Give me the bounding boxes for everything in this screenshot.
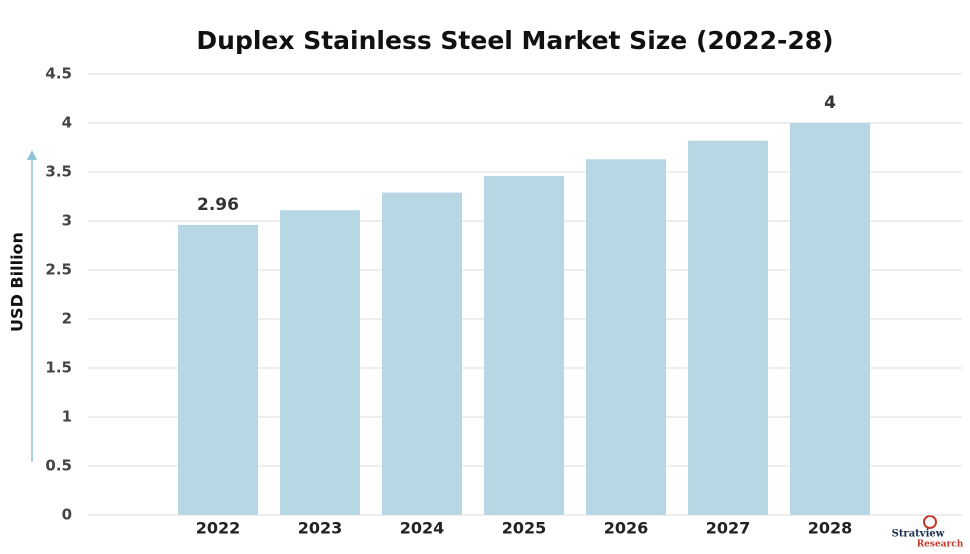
x-tick-label: 2028 (808, 519, 853, 538)
logo-icon (923, 515, 937, 529)
axis-arrow (27, 150, 37, 462)
y-tick-label: 0.5 (45, 457, 72, 475)
y-tick-label: 1 (62, 408, 72, 426)
y-tick-label: 2 (62, 310, 72, 328)
bar (178, 224, 258, 516)
y-tick-label: 2.5 (45, 261, 72, 279)
data-label: 2.96 (197, 195, 239, 215)
bar (688, 140, 768, 515)
x-tick-label: 2027 (706, 519, 751, 538)
logo-text: Stratview (892, 529, 945, 540)
bar (280, 210, 360, 515)
y-tick-label: 0 (62, 506, 72, 524)
x-tick-label: 2026 (604, 519, 649, 538)
bar (484, 175, 564, 516)
bar (586, 159, 666, 515)
bar (790, 123, 870, 515)
logo-subtext: Research (917, 540, 964, 550)
y-axis-label: USD Billion (8, 232, 27, 332)
x-tick-label: 2023 (298, 519, 343, 538)
x-tick-label: 2022 (196, 519, 241, 538)
chart-title: Duplex Stainless Steel Market Size (2022… (196, 26, 833, 55)
logo: Stratview Research (892, 515, 964, 550)
x-tick-label: 2024 (400, 519, 445, 538)
bar (382, 192, 462, 515)
y-tick-label: 4 (62, 114, 72, 132)
y-tick-label: 3 (62, 212, 72, 230)
y-tick-label: 3.5 (45, 163, 72, 181)
data-label: 4 (824, 93, 836, 113)
x-tick-label: 2025 (502, 519, 547, 538)
y-tick-label: 4.5 (45, 65, 72, 83)
y-tick-label: 1.5 (45, 359, 72, 377)
